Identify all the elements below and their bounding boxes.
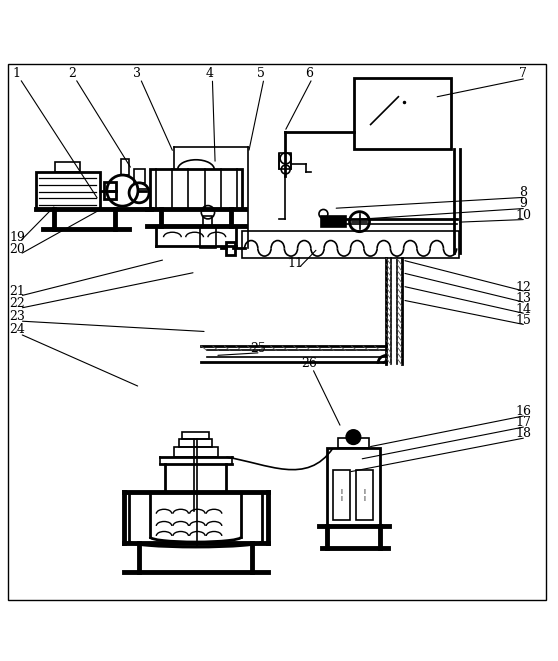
Text: 22: 22 xyxy=(9,297,25,311)
Bar xyxy=(333,471,349,520)
Text: 12: 12 xyxy=(516,281,531,293)
Text: 13: 13 xyxy=(515,292,531,305)
Text: 23: 23 xyxy=(9,310,25,323)
Text: 10: 10 xyxy=(515,208,531,221)
Bar xyxy=(321,216,345,227)
Bar xyxy=(204,216,213,226)
Text: I
I: I I xyxy=(340,489,342,502)
Text: 11: 11 xyxy=(288,257,304,270)
Text: 15: 15 xyxy=(516,314,531,327)
Bar xyxy=(133,169,145,183)
Text: 26: 26 xyxy=(302,358,318,370)
Text: 18: 18 xyxy=(515,427,531,440)
Text: I
I: I I xyxy=(363,489,365,502)
Text: 9: 9 xyxy=(519,198,527,210)
Text: 16: 16 xyxy=(515,405,531,418)
Text: 4: 4 xyxy=(205,67,214,81)
Bar xyxy=(179,439,213,447)
Text: 3: 3 xyxy=(133,67,141,81)
Bar xyxy=(200,226,216,249)
Bar xyxy=(150,169,242,210)
Text: 20: 20 xyxy=(9,243,25,256)
Text: 6: 6 xyxy=(306,67,314,81)
Bar xyxy=(338,438,369,448)
Text: 14: 14 xyxy=(515,303,531,316)
Bar xyxy=(121,159,129,175)
Text: 8: 8 xyxy=(519,186,527,200)
Text: 17: 17 xyxy=(516,416,531,428)
Text: 7: 7 xyxy=(519,67,527,81)
Text: 19: 19 xyxy=(9,231,25,244)
Text: 1: 1 xyxy=(13,67,21,81)
Bar xyxy=(174,447,218,457)
Bar xyxy=(36,172,100,210)
Text: 21: 21 xyxy=(9,285,25,298)
Bar xyxy=(55,162,80,172)
Bar xyxy=(182,432,209,439)
Bar xyxy=(104,182,116,199)
Bar xyxy=(356,471,373,520)
Bar xyxy=(279,153,291,169)
Text: 24: 24 xyxy=(9,323,25,336)
Bar xyxy=(242,231,459,258)
Text: 5: 5 xyxy=(257,67,265,81)
Text: 25: 25 xyxy=(250,342,266,355)
Circle shape xyxy=(347,430,360,444)
Text: 2: 2 xyxy=(69,67,76,81)
Bar xyxy=(328,448,380,526)
Bar xyxy=(354,79,451,149)
Bar xyxy=(225,242,234,255)
